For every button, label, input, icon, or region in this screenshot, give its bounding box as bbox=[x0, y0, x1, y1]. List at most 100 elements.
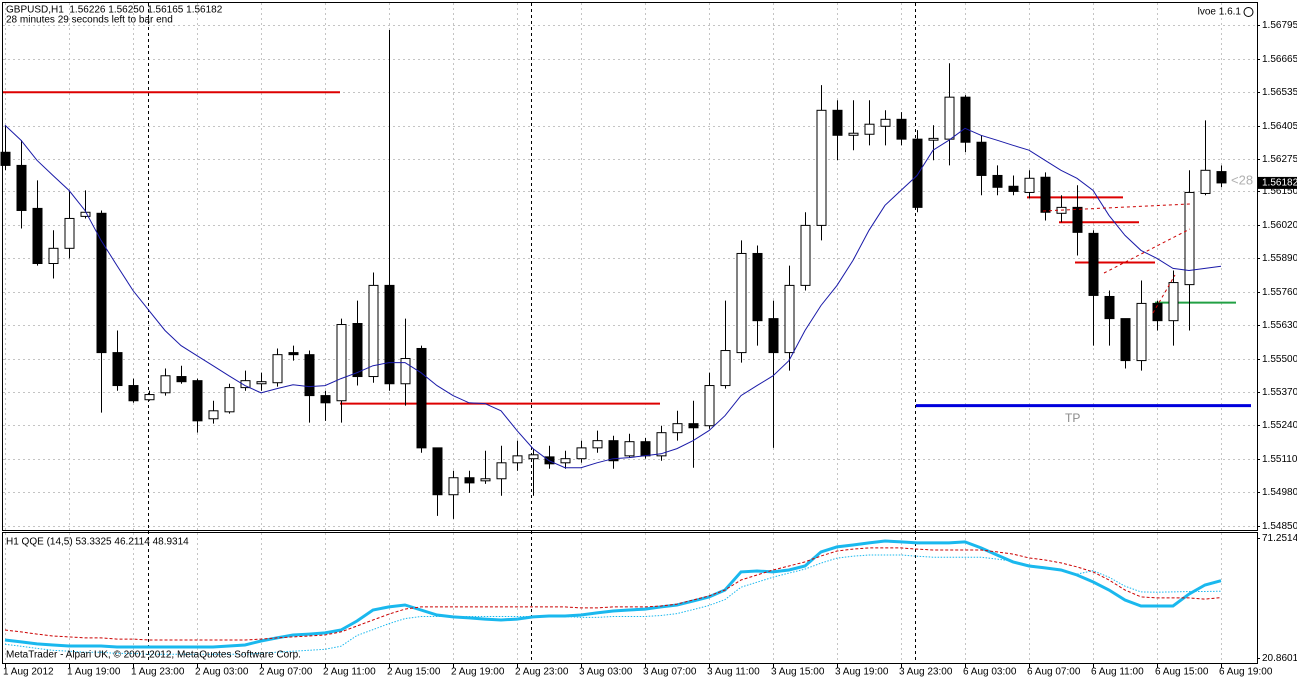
candle-body bbox=[128, 385, 139, 402]
candle-body bbox=[832, 109, 843, 136]
moving-average bbox=[4, 124, 1222, 469]
x-tick-label: 3 Aug 11:00 bbox=[707, 667, 760, 678]
main-pane-border bbox=[2, 2, 1258, 531]
y-tick-label: 1.55240 bbox=[1262, 420, 1297, 431]
x-tick-label: 3 Aug 19:00 bbox=[835, 667, 889, 678]
candle-body bbox=[192, 380, 203, 422]
y-tick-label: 1.55630 bbox=[1262, 320, 1297, 331]
candle-body bbox=[32, 207, 43, 265]
y-tick-label: 1.56275 bbox=[1262, 154, 1297, 165]
y-tick-label: 1.56535 bbox=[1262, 87, 1297, 98]
candle-body bbox=[304, 354, 315, 397]
candle-body bbox=[784, 284, 795, 354]
trade-line bbox=[1042, 203, 1191, 212]
candle-body bbox=[176, 376, 187, 383]
candle-body bbox=[256, 381, 267, 385]
candle-body bbox=[496, 462, 507, 480]
candle-body bbox=[1008, 185, 1019, 192]
candle-body bbox=[944, 96, 955, 140]
x-tick-label: 2 Aug 23:00 bbox=[515, 667, 569, 678]
x-tick-label: 1 Aug 2012 bbox=[3, 667, 54, 678]
candle-body bbox=[1024, 177, 1035, 193]
candle-body bbox=[144, 394, 155, 401]
copyright: MetaTrader - Alpari UK, © 2001-2012, Met… bbox=[6, 650, 301, 661]
candle-body bbox=[1104, 295, 1115, 320]
x-tick-label: 6 Aug 07:00 bbox=[1027, 667, 1081, 678]
marks-layer bbox=[0, 29, 1251, 655]
candle-body bbox=[688, 423, 699, 429]
smiley-icon bbox=[1243, 7, 1254, 17]
candle-body bbox=[1216, 171, 1227, 184]
x-tick-label: 3 Aug 15:00 bbox=[771, 667, 825, 678]
y-tick-label: 20.8601 bbox=[1262, 653, 1297, 664]
candle-body bbox=[464, 477, 475, 484]
candle-body bbox=[864, 123, 875, 135]
candle-body bbox=[544, 456, 555, 465]
x-tick-label: 3 Aug 23:00 bbox=[899, 667, 953, 678]
trade-line bbox=[1103, 228, 1191, 274]
y-tick-label: 1.56665 bbox=[1262, 54, 1297, 65]
x-tick-label: 2 Aug 03:00 bbox=[195, 667, 249, 678]
y-tick-label: 1.55500 bbox=[1262, 354, 1297, 365]
candle-body bbox=[1168, 282, 1179, 322]
candle-body bbox=[720, 350, 731, 387]
candle-body bbox=[160, 375, 171, 394]
candle-body bbox=[1040, 176, 1051, 213]
x-tick-label: 3 Aug 03:00 bbox=[579, 667, 633, 678]
candle-body bbox=[912, 138, 923, 208]
candle-body bbox=[1184, 191, 1195, 286]
countdown-label: <28 bbox=[1231, 172, 1253, 187]
trade-line bbox=[1152, 274, 1176, 314]
candle-body bbox=[320, 395, 331, 404]
candle-body bbox=[992, 174, 1003, 188]
chart-title: GBPUSD,H1 1.56226 1.56250 1.56165 1.5618… bbox=[6, 5, 223, 16]
tp-label: TP bbox=[1065, 411, 1080, 425]
chart-subtitle: 28 minutes 29 seconds left to bar end bbox=[6, 15, 173, 26]
candle-body bbox=[816, 109, 827, 226]
candle-body bbox=[848, 132, 859, 136]
current-price-box bbox=[1258, 176, 1297, 189]
candle-body bbox=[592, 440, 603, 449]
day-separators bbox=[148, 3, 916, 663]
candle-body bbox=[480, 478, 491, 482]
y-tick-label: 71.2514 bbox=[1262, 533, 1297, 544]
x-tick-label: 3 Aug 07:00 bbox=[643, 667, 697, 678]
candle-body bbox=[400, 358, 411, 385]
candle-body bbox=[272, 354, 283, 384]
y-tick-label: 1.54980 bbox=[1262, 487, 1297, 498]
candle-body bbox=[368, 284, 379, 378]
candle-body bbox=[384, 284, 395, 385]
candle-body bbox=[1136, 302, 1147, 362]
candle-body bbox=[448, 477, 459, 496]
panes bbox=[2, 2, 1258, 664]
candle-body bbox=[800, 224, 811, 286]
candle-body bbox=[1120, 318, 1131, 362]
candle-body bbox=[16, 164, 27, 211]
y-tick-label: 1.55110 bbox=[1262, 454, 1297, 465]
candle-body bbox=[880, 118, 891, 127]
labels-layer: GBPUSD,H1 1.56226 1.56250 1.56165 1.5618… bbox=[3, 5, 1297, 678]
candle-body bbox=[752, 252, 763, 322]
candle-body bbox=[896, 118, 907, 140]
candle-body bbox=[704, 385, 715, 427]
candle-body bbox=[512, 455, 523, 464]
candle-body bbox=[624, 441, 635, 457]
y-tick-label: 1.56405 bbox=[1262, 121, 1297, 132]
x-tick-label: 2 Aug 11:00 bbox=[323, 667, 376, 678]
candle-body bbox=[1072, 206, 1083, 233]
candle-body bbox=[416, 347, 427, 449]
x-tick-label: 2 Aug 15:00 bbox=[387, 667, 441, 678]
candle-body bbox=[672, 423, 683, 434]
indicator-title: H1 QQE (14,5) 53.3325 46.2114 48.9314 bbox=[6, 537, 189, 548]
x-tick-label: 6 Aug 11:00 bbox=[1091, 667, 1144, 678]
indicator-pane-border bbox=[2, 532, 1258, 664]
candle-body bbox=[48, 247, 59, 265]
candle-body bbox=[528, 454, 539, 460]
candle-body bbox=[640, 441, 651, 457]
y-tick-label: 1.55890 bbox=[1262, 253, 1297, 264]
candle-body bbox=[1200, 169, 1211, 194]
x-tick-label: 6 Aug 15:00 bbox=[1155, 667, 1209, 678]
x-tick-label: 6 Aug 19:00 bbox=[1219, 667, 1273, 678]
